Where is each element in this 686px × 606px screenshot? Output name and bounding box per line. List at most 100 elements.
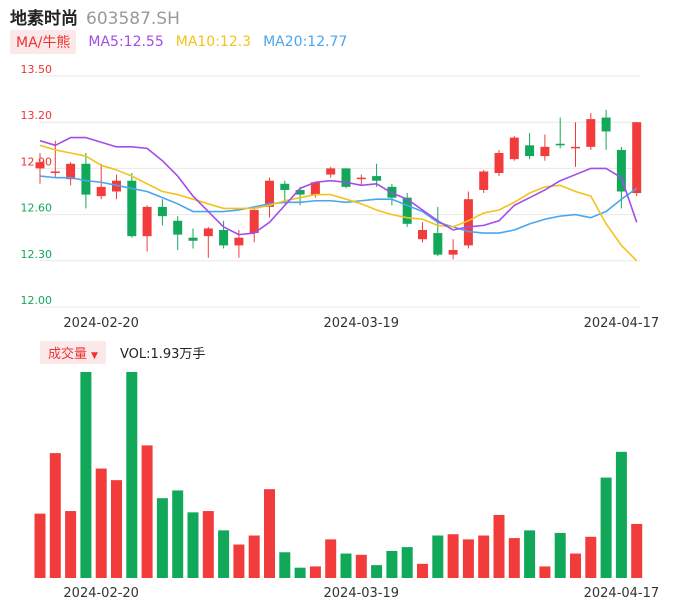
candle-body (601, 117, 611, 132)
volume-bar (80, 372, 92, 578)
candle-body (295, 189, 305, 195)
volume-bar (600, 477, 612, 578)
volume-bar (371, 565, 383, 578)
volume-bar (248, 535, 260, 578)
candle-body (66, 163, 76, 180)
candle-body (448, 250, 458, 255)
candle-body (96, 186, 106, 197)
ma-legend: MA/牛熊 MA5:12.55 MA10:12.3 MA20:12.77 (10, 30, 347, 54)
candle-body (234, 237, 244, 246)
volume-bar (401, 547, 413, 578)
volume-bar (615, 451, 627, 578)
ma5-line (39, 136, 638, 236)
volume-bar (187, 512, 199, 578)
candle-body (616, 149, 626, 192)
volume-bar (325, 539, 337, 578)
candle-body (173, 220, 183, 235)
candle-body (50, 171, 60, 173)
volume-bar (539, 566, 551, 578)
ma5-legend: MA5:12.55 (88, 34, 164, 50)
candlestick-series (35, 109, 642, 260)
x-tick-label: 2024-04-17 (584, 586, 660, 601)
volume-bar (294, 567, 306, 578)
volume-legend: 成交量 ▼ VOL:1.93万手 (40, 340, 206, 364)
y-tick-label: 12.00 (21, 294, 53, 307)
candle-body (372, 176, 382, 181)
volume-bar (493, 514, 505, 578)
volume-bar (447, 534, 459, 578)
volume-x-axis: 2024-02-20 2024-03-19 2024-04-17 (63, 586, 659, 601)
volume-bar (65, 511, 77, 578)
candle-body (280, 183, 290, 190)
y-tick-label: 12.60 (21, 202, 53, 215)
x-tick-label: 2024-02-20 (63, 586, 139, 601)
volume-bar (218, 530, 230, 578)
volume-bar (386, 550, 398, 578)
volume-bar (524, 530, 536, 578)
volume-indicator-selector[interactable]: 成交量 ▼ (40, 340, 106, 364)
ma-lines (39, 136, 638, 262)
candle-body (632, 122, 642, 194)
volume-bar (141, 445, 153, 578)
volume-bar (264, 489, 275, 578)
candle-body (219, 230, 229, 246)
volume-bar (478, 535, 490, 578)
volume-bar (126, 372, 138, 578)
price-x-axis: 2024-02-20 2024-03-19 2024-04-17 (63, 316, 659, 331)
volume-bar (202, 511, 214, 578)
volume-bar (111, 480, 122, 578)
y-tick-label: 13.50 (21, 63, 53, 76)
y-tick-label: 12.30 (21, 248, 53, 261)
candle-body (494, 153, 504, 174)
candle-body (418, 230, 427, 240)
candle-body (127, 180, 137, 237)
candle-body (310, 182, 320, 195)
volume-bar (631, 523, 643, 578)
volume-bar (309, 566, 321, 578)
candle-body (555, 143, 565, 146)
x-tick-label: 2024-03-19 (324, 586, 400, 601)
volume-bar (417, 563, 428, 578)
dropdown-triangle-icon: ▼ (91, 350, 98, 361)
candle-body (540, 146, 550, 157)
ma20-legend: MA20:12.77 (263, 34, 348, 50)
volume-bar (570, 553, 581, 578)
candle-body (356, 177, 366, 180)
ma10-legend: MA10:12.3 (175, 34, 252, 50)
candle-body (265, 180, 274, 207)
candle-body (188, 237, 198, 241)
candle-body (463, 199, 473, 246)
candle-body (586, 119, 596, 147)
volume-bar (172, 490, 184, 578)
x-tick-label: 2024-04-17 (584, 316, 660, 331)
price-grid (40, 75, 640, 308)
volume-bar (95, 468, 107, 578)
candle-body (157, 206, 167, 217)
candle-body (433, 233, 443, 255)
candle-body (35, 162, 45, 169)
stock-code: 603587.SH (86, 9, 180, 29)
candle-body (203, 228, 213, 237)
candle-body (402, 197, 412, 224)
volume-bar (156, 498, 168, 578)
candle-body (81, 163, 91, 195)
ma10-line (39, 144, 638, 262)
ma-indicator-selector[interactable]: MA/牛熊 (10, 30, 77, 54)
volume-bar (554, 532, 566, 578)
candle-body (249, 209, 259, 234)
candle-body (525, 145, 535, 157)
volume-bar (585, 536, 597, 578)
candle-body (479, 171, 489, 190)
candle-body (341, 168, 351, 187)
volume-indicator-label: 成交量 (48, 346, 88, 362)
x-tick-label: 2024-03-19 (324, 316, 400, 331)
stock-name: 地素时尚 (10, 9, 78, 29)
volume-bars (34, 372, 643, 578)
volume-bar (340, 553, 352, 578)
volume-value: VOL:1.93万手 (119, 346, 206, 362)
volume-bar (432, 535, 444, 578)
volume-bar (233, 544, 245, 578)
volume-bar (34, 513, 46, 578)
